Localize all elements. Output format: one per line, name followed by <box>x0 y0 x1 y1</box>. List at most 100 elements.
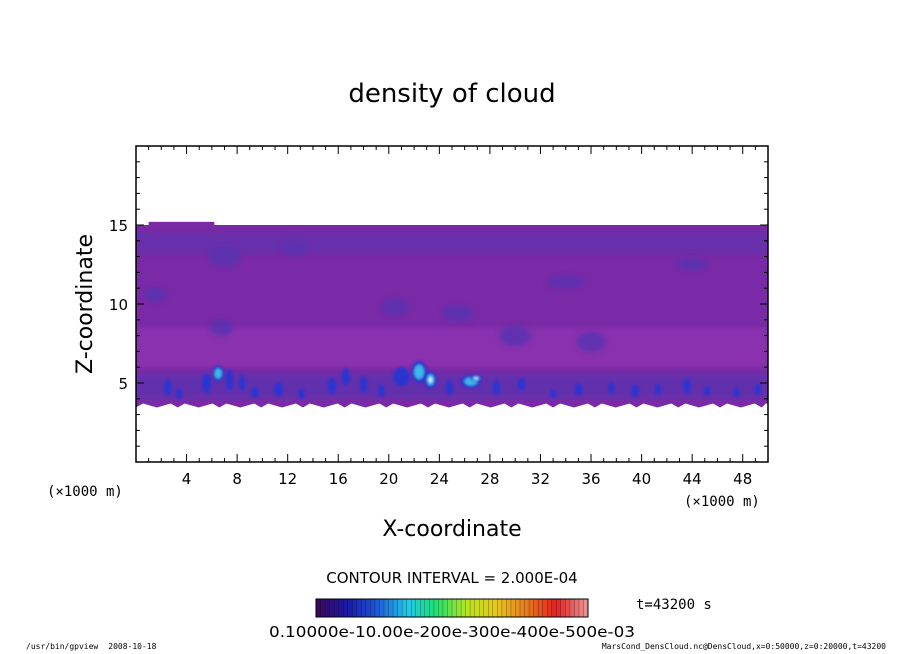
cell-25-level-2 <box>654 383 662 395</box>
colorbar-segment <box>465 599 471 617</box>
cell-15-level-4 <box>428 377 433 383</box>
colorbar-segment <box>343 599 349 617</box>
colorbar-segment <box>524 599 530 617</box>
colorbar-segment <box>397 599 403 617</box>
colorbar-segment <box>438 599 444 617</box>
cell-24-level-2 <box>631 384 640 398</box>
colorbar-segment <box>515 599 521 617</box>
colorbar-segment <box>501 599 507 617</box>
colorbar <box>315 598 589 618</box>
upper-structure-7 <box>576 331 606 353</box>
cell-26-level-2 <box>683 379 691 394</box>
x-tick-label: 48 <box>733 470 752 488</box>
x-tick-label: 8 <box>232 470 242 488</box>
cell-11-level-2 <box>359 376 368 393</box>
upper-structure-8 <box>546 275 585 289</box>
colorbar-segment <box>347 599 353 617</box>
cell-7-level-2 <box>274 382 284 397</box>
colorbar-segment <box>583 599 589 617</box>
footer-date: 2008-10-18 <box>108 642 157 651</box>
colorbar-segment <box>325 599 331 617</box>
colorbar-frame <box>315 598 589 618</box>
cell-0-level-2 <box>163 379 172 396</box>
cell-2-level-2 <box>202 373 212 393</box>
upper-structure-6 <box>498 325 532 346</box>
x-tick-label: 32 <box>531 470 550 488</box>
convective-cells <box>163 360 762 400</box>
cell-20-level-2 <box>517 378 526 391</box>
colorbar-segment <box>420 599 426 617</box>
x-tick-label: 20 <box>379 470 398 488</box>
colorbar-segment <box>374 599 380 617</box>
colorbar-segment <box>388 599 394 617</box>
colorbar-segment <box>506 599 512 617</box>
x-tick-label: 28 <box>480 470 499 488</box>
colorbar-segment <box>352 599 358 617</box>
cell-29-level-2 <box>754 383 762 395</box>
colorbar-segment <box>551 599 557 617</box>
colorbar-segment <box>488 599 494 617</box>
colorbar-segment <box>334 599 340 617</box>
colorbar-segment <box>497 599 503 617</box>
x-unit-right: (×1000 m) <box>684 494 760 510</box>
colorbar-segment <box>356 599 362 617</box>
colorbar-segment <box>402 599 408 617</box>
upper-structure-4 <box>381 298 410 316</box>
colorbar-segment <box>547 599 553 617</box>
time-label: t=43200 s <box>636 597 712 613</box>
x-axis-label: X-coordinate <box>382 517 521 542</box>
cell-12-level-2 <box>378 384 385 398</box>
cell-19-level-2 <box>492 380 501 395</box>
colorbar-segment <box>560 599 566 617</box>
colorbar-segment <box>442 599 448 617</box>
plot-area <box>136 221 768 408</box>
colorbar-segment <box>365 599 371 617</box>
colorbar-segment <box>529 599 535 617</box>
colorbar-segment <box>447 599 453 617</box>
cell-14-level-3 <box>414 364 425 380</box>
upper-structure-2 <box>143 286 167 303</box>
colorbar-segment <box>470 599 476 617</box>
colorbar-segment <box>578 599 584 617</box>
colorbar-segment <box>393 599 399 617</box>
x-tick-label: 44 <box>683 470 702 488</box>
colorbar-segment <box>483 599 489 617</box>
cell-10-level-2 <box>342 367 350 386</box>
cell-13-level-2 <box>393 367 410 387</box>
colorbar-tick-labels: 0.10000e-10.00e-200e-300e-400e-500e-03 <box>269 623 635 641</box>
colorbar-segment <box>415 599 421 617</box>
colorbar-segment <box>320 599 326 617</box>
cell-16-level-2 <box>445 380 454 395</box>
colorbar-segment <box>510 599 516 617</box>
y-tick-label: 5 <box>118 375 128 393</box>
upper-structure-3 <box>210 319 234 337</box>
cell-22-level-2 <box>574 383 583 396</box>
x-tick-label: 40 <box>632 470 651 488</box>
colorbar-segment <box>520 599 526 617</box>
colorbar-segment <box>474 599 480 617</box>
cell-5-level-2 <box>239 375 246 391</box>
y-tick-label: 15 <box>109 217 128 235</box>
footer-program: /usr/bin/gpview <box>26 642 99 651</box>
colorbar-segment <box>565 599 571 617</box>
cell-4-level-2 <box>225 368 234 391</box>
cell-18-level-4 <box>474 377 478 380</box>
upper-structure-5 <box>442 305 475 322</box>
x-tick-label: 16 <box>329 470 348 488</box>
colorbar-segment <box>338 599 344 617</box>
colorbar-segment <box>384 599 390 617</box>
middle-band <box>136 327 768 368</box>
colorbar-segment <box>433 599 439 617</box>
upper-structure-1 <box>281 241 307 256</box>
colorbar-segment <box>411 599 417 617</box>
x-unit-left: (×1000 m) <box>47 484 123 500</box>
colorbar-segment <box>492 599 498 617</box>
colorbar-segment <box>456 599 462 617</box>
colorbar-segment <box>461 599 467 617</box>
upper-structures <box>143 241 708 353</box>
cell-6-level-2 <box>251 386 259 399</box>
cell-3-level-3 <box>214 368 222 379</box>
cell-23-level-2 <box>608 382 615 394</box>
